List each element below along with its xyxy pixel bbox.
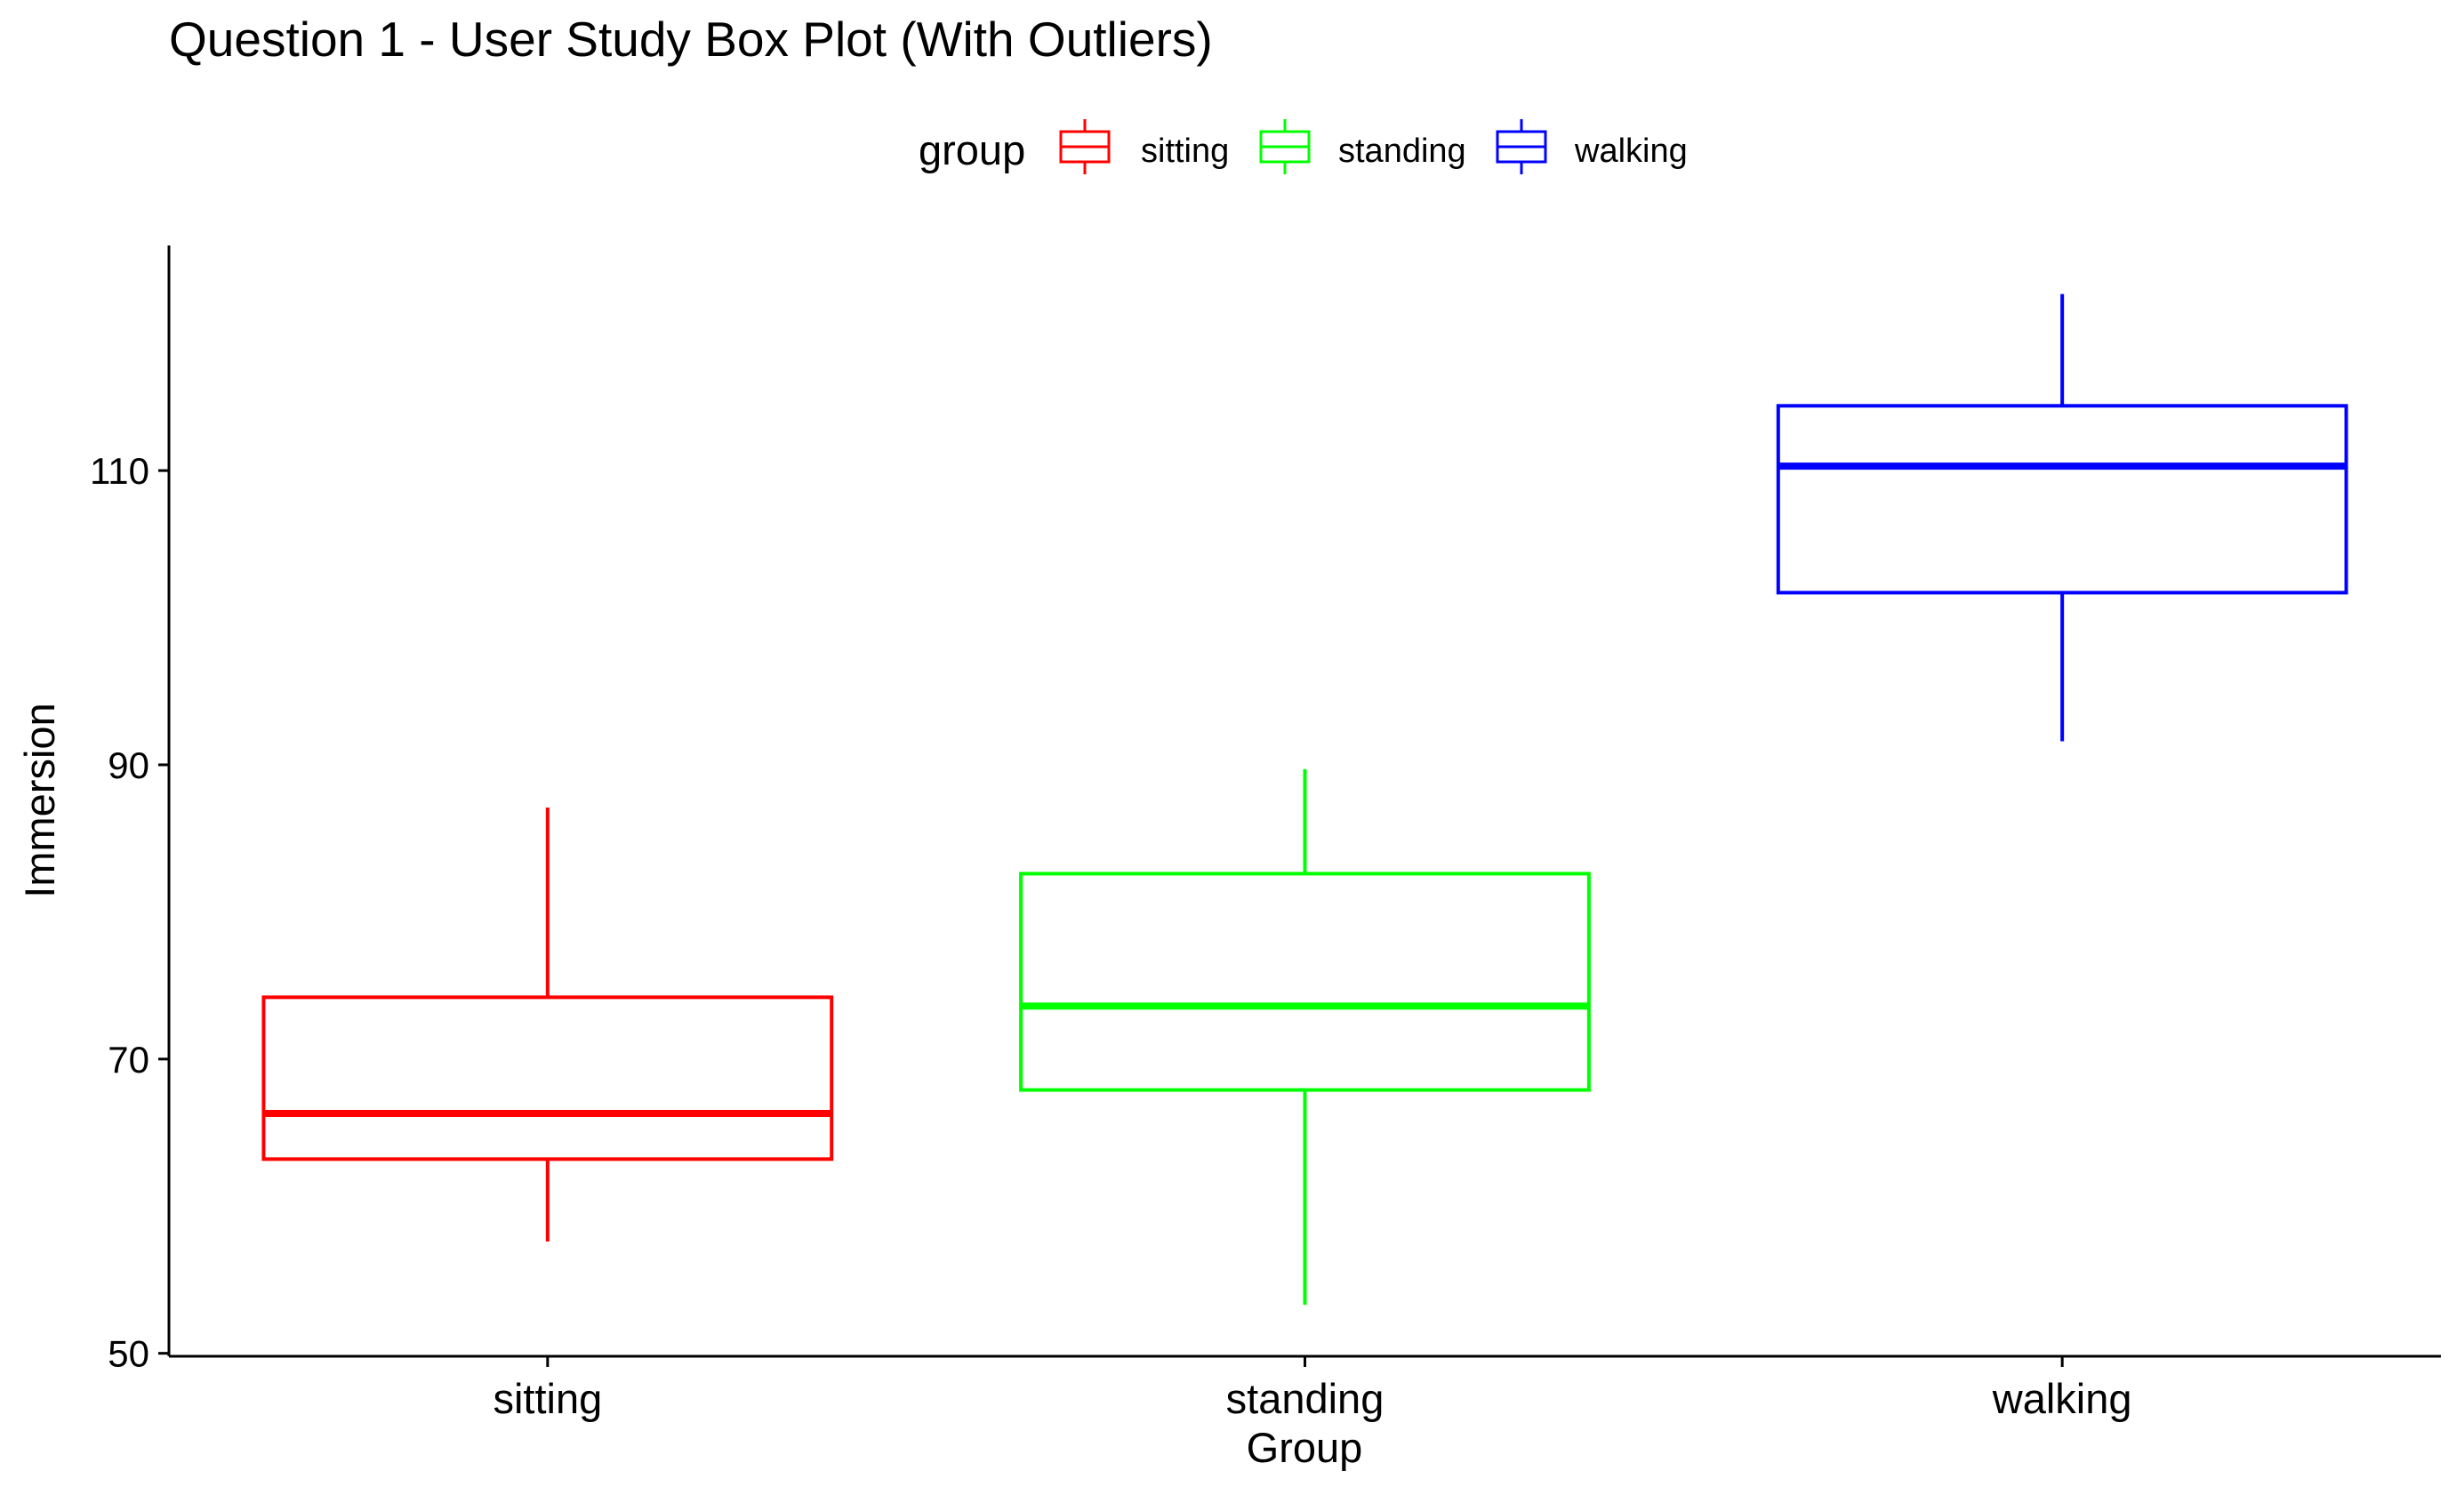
legend-label-sitting: sitting (1141, 133, 1229, 170)
x-tick-label-sitting: sitting (493, 1375, 602, 1422)
y-axis-ticks: 50 70 90 110 (90, 450, 169, 1375)
iqr-box (1019, 872, 1591, 1092)
box-sitting (261, 807, 834, 1242)
y-axis-title: Immersion (16, 703, 63, 897)
legend-key-walking (1496, 119, 1547, 174)
x-tick-label-standing: standing (1226, 1375, 1384, 1422)
iqr-box (1776, 404, 2348, 595)
legend-title: group (919, 126, 1025, 173)
y-tick-label: 50 (108, 1333, 149, 1375)
x-axis-ticks: sitting standing walking (493, 1356, 2132, 1422)
y-tick-label: 90 (108, 744, 149, 786)
y-tick-label: 110 (90, 450, 149, 492)
legend-key-sitting (1059, 119, 1111, 174)
plot-area: 50 70 90 110 sitting standing walking (90, 245, 2441, 1422)
legend-key-standing (1259, 119, 1311, 174)
legend-label-walking: walking (1574, 133, 1688, 170)
iqr-box (261, 995, 834, 1161)
legend: group sitting standing walking (919, 119, 1688, 174)
chart-title: Question 1 - User Study Box Plot (With O… (169, 12, 1213, 67)
x-tick-label-walking: walking (1992, 1375, 2132, 1422)
y-tick-label: 70 (108, 1039, 149, 1081)
box-standing (1019, 768, 1591, 1306)
boxes (261, 293, 2348, 1306)
box-walking (1776, 293, 2348, 742)
legend-label-standing: standing (1338, 133, 1466, 170)
x-axis-title: Group (1247, 1424, 1363, 1471)
